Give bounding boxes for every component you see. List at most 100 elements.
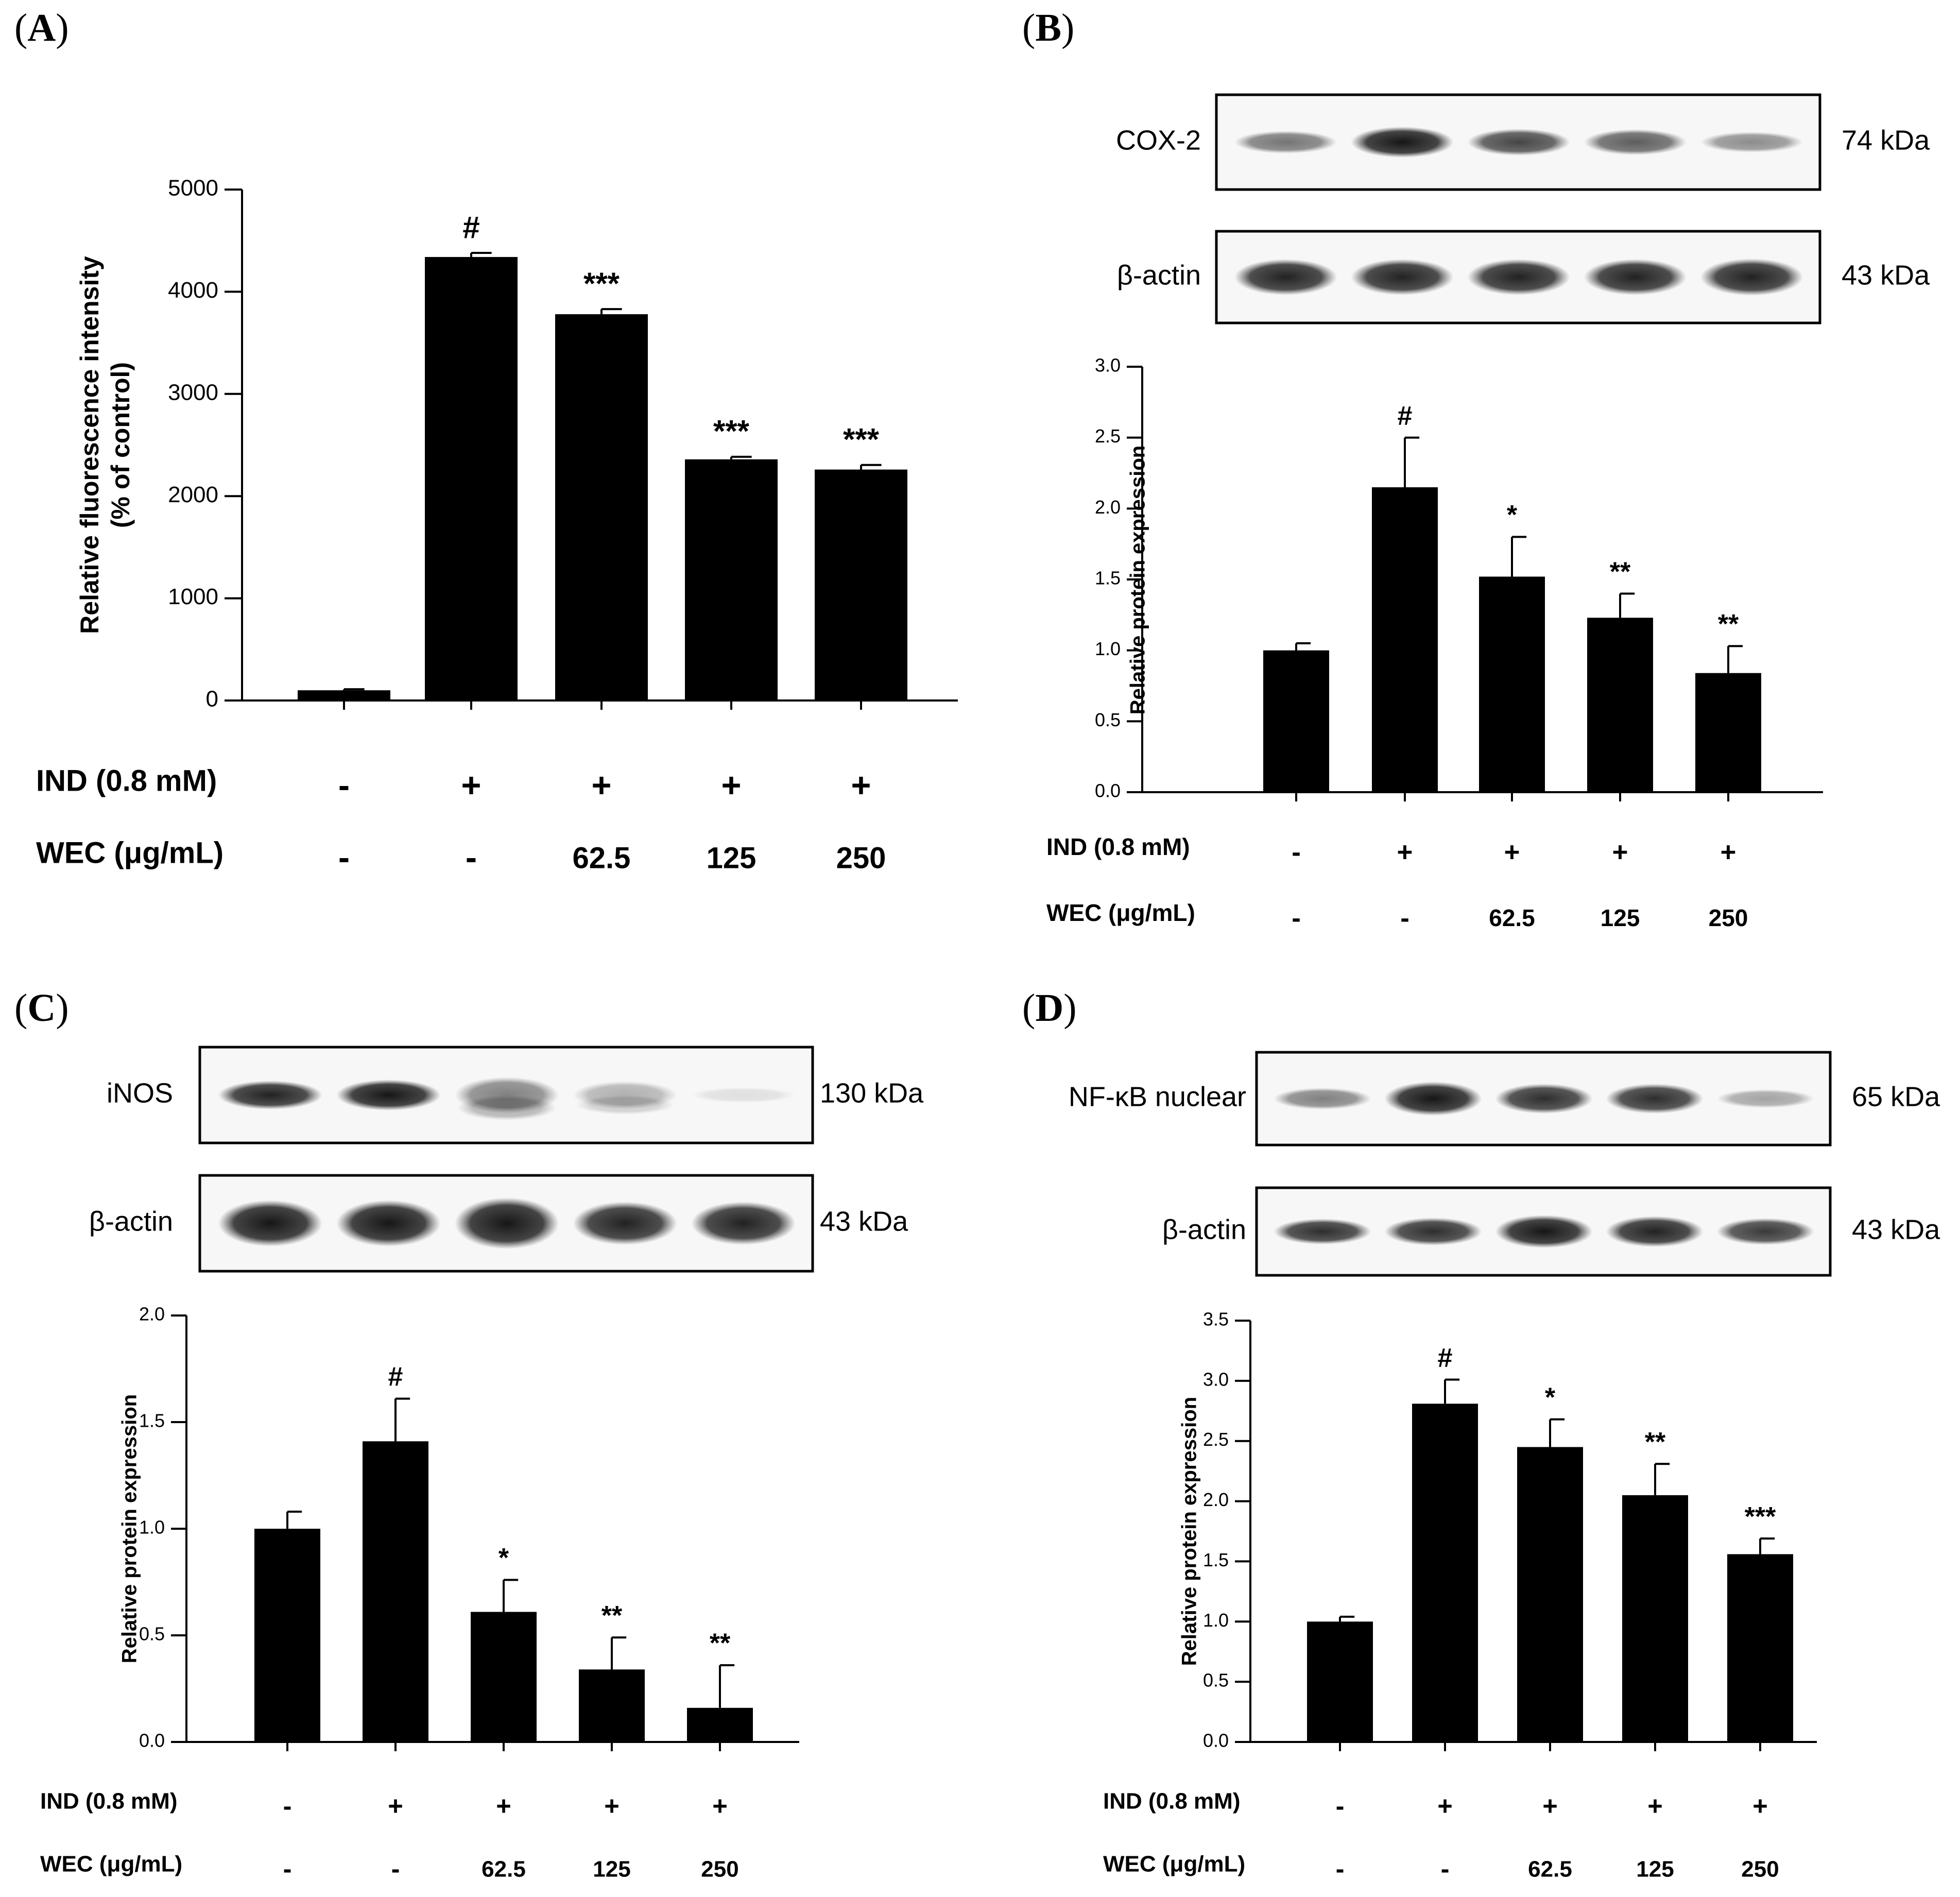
blot-1 [1255, 1186, 1832, 1277]
bar [1622, 1495, 1688, 1742]
significance-mark: # [388, 1362, 403, 1392]
panel-letter: D [1035, 986, 1063, 1030]
blot-band [455, 1198, 559, 1249]
blot-band [1351, 127, 1454, 158]
blot-size-label: 65 kDa [1852, 1081, 1940, 1112]
blot-band [1274, 1088, 1371, 1109]
y-axis-label: Relative fluorescence intensity [75, 256, 104, 634]
blot-protein-label: iNOS [107, 1078, 173, 1108]
panel-letter: B [1035, 6, 1061, 49]
treatment-value: 62.5 [1489, 904, 1535, 931]
bar [298, 690, 390, 700]
significance-mark: * [1545, 1382, 1556, 1412]
bar [555, 314, 648, 700]
treatment-value: 250 [1709, 904, 1748, 931]
blot-band [336, 1200, 441, 1246]
y-tick-label: 3000 [168, 380, 218, 405]
blot-band [218, 1200, 322, 1246]
treatment-label: IND (0.8 mM) [36, 764, 217, 797]
bar [1587, 618, 1653, 792]
y-tick-label: 0 [206, 687, 218, 712]
treatment-value: + [1504, 837, 1520, 867]
significance-mark: # [1398, 401, 1413, 431]
bar [1412, 1404, 1478, 1742]
y-tick-label: 0.0 [1095, 780, 1121, 801]
blot-band [691, 1202, 796, 1245]
treatment-value: + [604, 1791, 620, 1820]
blot-protein-label: β-actin [1117, 260, 1201, 290]
treatment-label: IND (0.8 mM) [40, 1789, 177, 1814]
y-tick-label: 1.0 [1095, 638, 1121, 659]
treatment-value: 62.5 [573, 841, 631, 875]
treatment-value: + [1542, 1791, 1558, 1820]
blot-band-smear [457, 1095, 557, 1120]
blot-band [336, 1080, 441, 1110]
bar [471, 1612, 537, 1742]
treatment-value: - [1336, 1791, 1345, 1820]
blot-band [1234, 131, 1337, 153]
bar [1727, 1554, 1793, 1742]
significance-mark: *** [713, 414, 750, 449]
y-tick-label: 0.5 [1095, 709, 1121, 730]
treatment-value: - [338, 839, 350, 877]
blot-band [1467, 129, 1570, 156]
treatment-value: - [1336, 1854, 1345, 1883]
blot-band [218, 1081, 322, 1109]
panel-c: (C) iNOS 130 kDa β-actin 43 kDa 0.0 0.5 1.0 1.5 2… [14, 986, 924, 1883]
treatment-value: + [496, 1791, 511, 1820]
y-tick-label: 1.5 [139, 1410, 165, 1431]
treatment-value: + [1397, 837, 1413, 867]
bar [1479, 576, 1545, 792]
y-tick-label: 0.5 [139, 1623, 165, 1645]
treatment-value: + [851, 767, 871, 805]
treatment-value: + [461, 767, 482, 805]
significance-mark: *** [843, 422, 880, 457]
y-axis-label: Relative protein expression [118, 1394, 141, 1663]
y-tick-label: 0.5 [1203, 1670, 1229, 1691]
treatment-value: + [1721, 837, 1737, 867]
panel-label: (D) [1022, 986, 1077, 1030]
treatment-value: + [388, 1791, 403, 1820]
blot-0 [198, 1046, 814, 1144]
blot-band [1700, 259, 1803, 296]
significance-mark: *** [1745, 1502, 1776, 1532]
treatment-value: + [592, 767, 612, 805]
y-tick-label: 2.0 [1203, 1489, 1229, 1510]
treatment-value: - [338, 767, 350, 805]
blot-band [1700, 132, 1803, 152]
panel-label: (A) [14, 6, 69, 49]
y-tick-label: 1.0 [139, 1517, 165, 1538]
significance-mark: * [1507, 500, 1518, 530]
panel-b: (B) COX-2 74 kDa β-actin 43 kDa 0.0 0.5 1.0 1.5 2… [1022, 6, 1930, 933]
y-tick-label: 5000 [168, 176, 218, 201]
y-tick-label: 0.0 [139, 1730, 165, 1751]
treatment-label: WEC (μg/mL) [36, 836, 223, 869]
blot-band [1384, 1082, 1482, 1116]
treatment-value: 62.5 [1528, 1857, 1572, 1882]
bar [254, 1529, 320, 1742]
bar [1372, 487, 1438, 792]
treatment-value: + [1752, 1791, 1768, 1820]
treatment-value: + [1647, 1791, 1663, 1820]
significance-mark: ** [1610, 557, 1631, 587]
y-tick-label: 2.5 [1095, 425, 1121, 447]
blot-0 [1215, 93, 1821, 191]
treatment-label: IND (0.8 mM) [1103, 1789, 1240, 1814]
treatment-value: - [283, 1791, 292, 1820]
blot-band [1495, 1084, 1593, 1114]
blot-size-label: 43 kDa [820, 1206, 908, 1237]
treatment-value: - [466, 839, 477, 877]
blot-1 [198, 1174, 814, 1273]
significance-mark: ** [1645, 1427, 1666, 1457]
bar [685, 459, 778, 700]
blot-band [1716, 1089, 1814, 1108]
y-tick-label: 3.5 [1203, 1309, 1229, 1330]
blot-band [1351, 259, 1454, 295]
significance-mark: ** [601, 1601, 623, 1631]
bar [363, 1441, 428, 1742]
treatment-value: 250 [1741, 1857, 1779, 1882]
bar [1695, 673, 1761, 792]
blot-protein-label: COX-2 [1116, 125, 1201, 156]
significance-mark: * [498, 1543, 509, 1573]
